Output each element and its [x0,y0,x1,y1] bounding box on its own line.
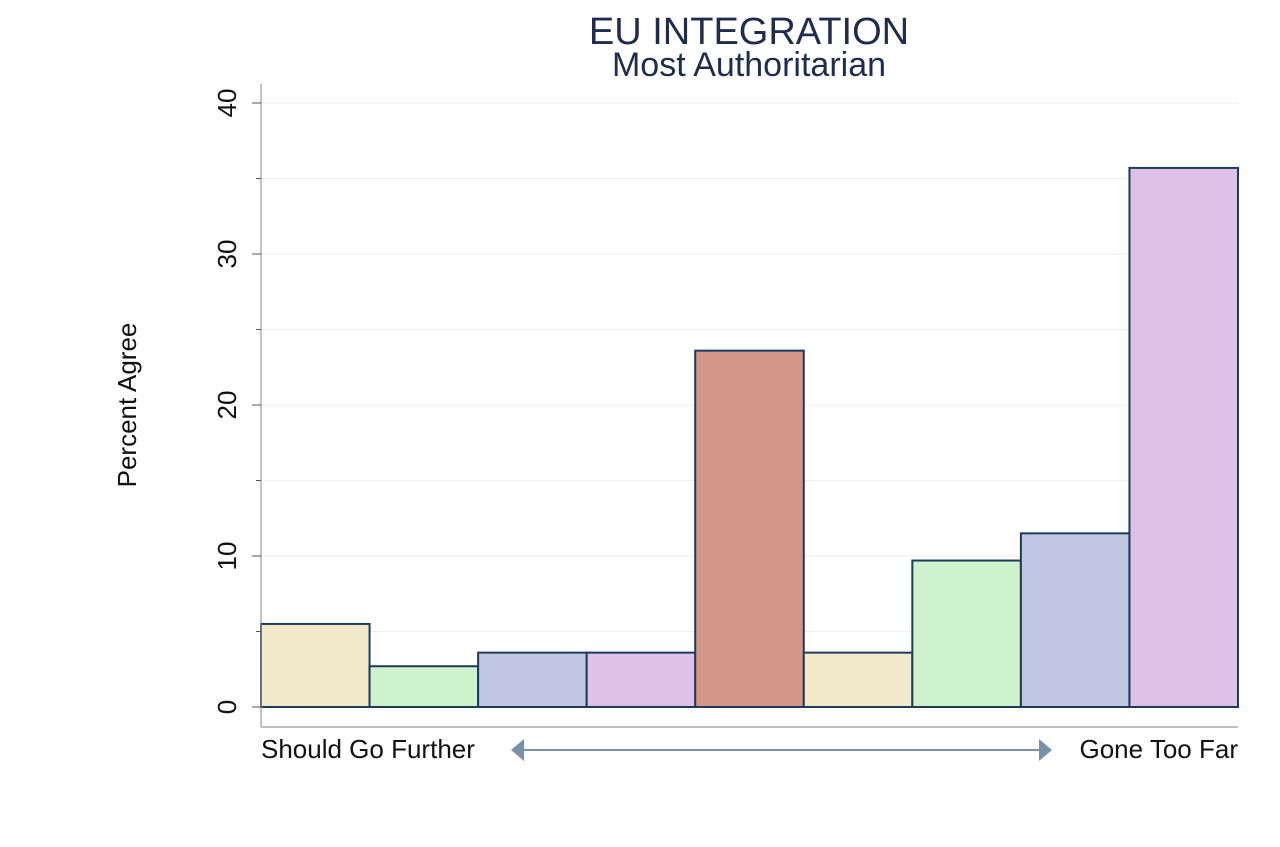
bar-2 [368,665,480,708]
x-end-label-left: Should Go Further [261,734,475,764]
chart-title: EU INTEGRATION [589,11,909,53]
arrow-head-left [511,739,524,761]
bars [260,166,1240,709]
y-tick-label: 30 [212,240,242,269]
y-tick-label: 40 [212,89,242,118]
bar-3 [477,651,588,709]
y-axis-ticks: 0 10 20 30 40 [212,89,261,714]
bar-6 [802,651,914,709]
chart-subtitle: Most Authoritarian [612,46,886,84]
bar-4 [585,651,697,709]
bar-5 [694,349,805,708]
bar-1 [260,622,371,709]
direction-arrow [511,739,1052,761]
y-tick-label: 0 [212,700,242,714]
bar-9 [1128,166,1240,708]
x-end-label-right: Gone Too Far [1079,734,1238,764]
y-tick-label: 20 [212,391,242,420]
bar-7 [911,559,1022,709]
bar-8 [1019,532,1131,708]
y-tick-label: 10 [212,542,242,571]
y-axis-label: Percent Agree [112,323,142,488]
arrow-head-right [1039,739,1052,761]
